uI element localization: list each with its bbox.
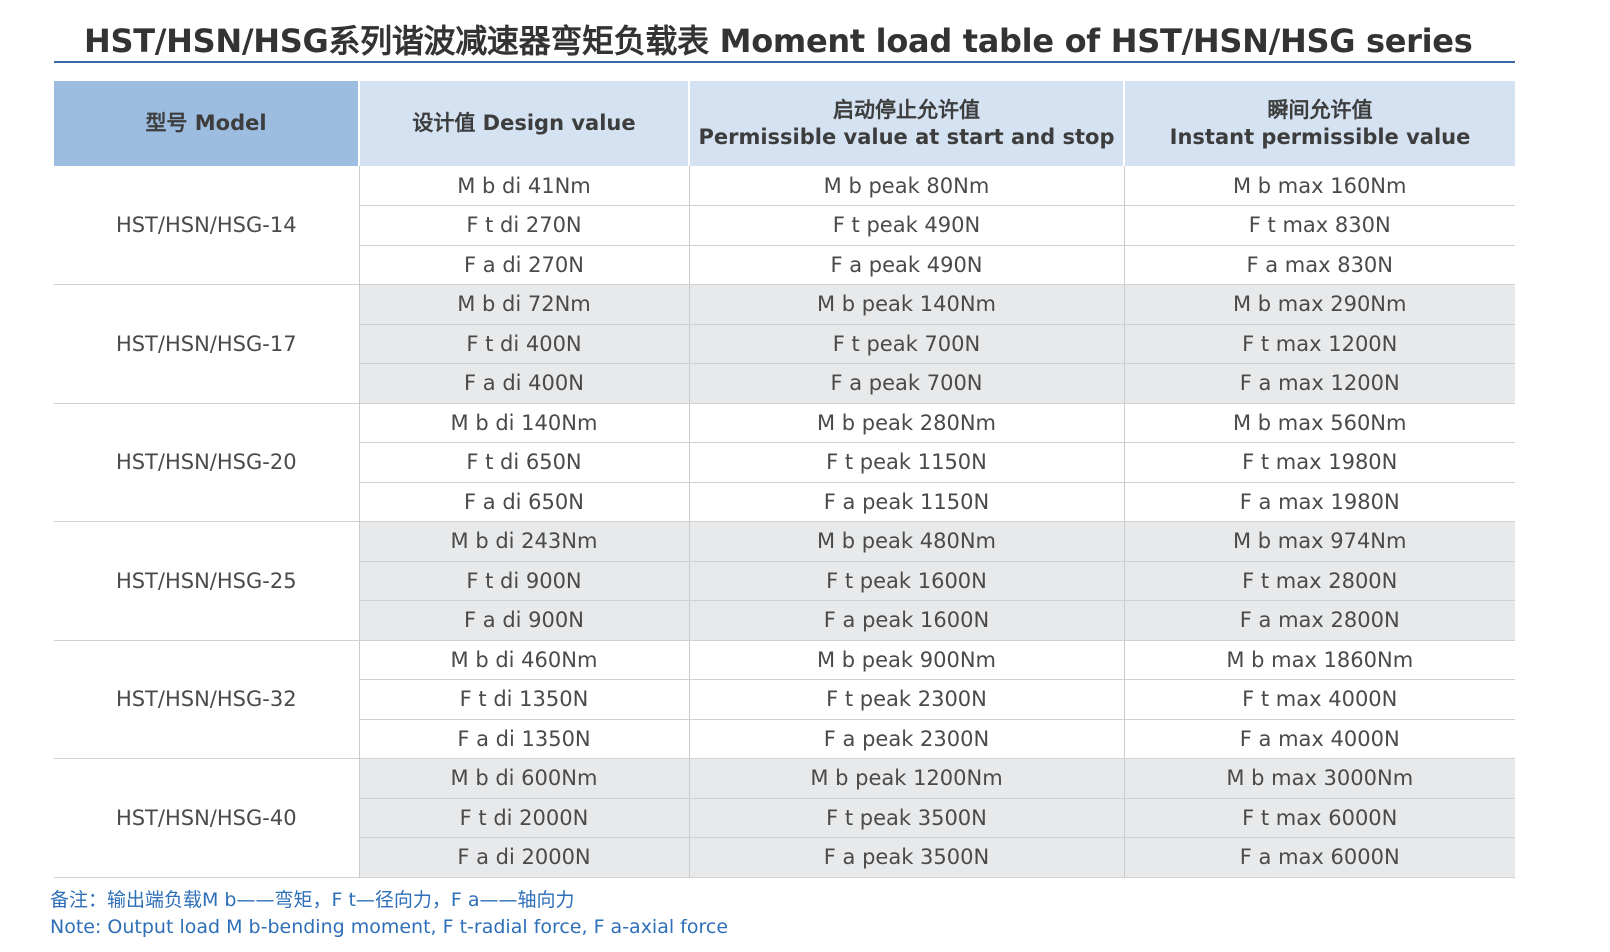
start-stop-value-cell: F a peak 700N	[689, 363, 1125, 404]
start-stop-value-cell: F t peak 700N	[689, 324, 1125, 364]
footnote-en: Note: Output load M b-bending moment, F …	[50, 916, 729, 938]
instant-value-cell: F t max 1200N	[1124, 324, 1515, 364]
header-start-stop-en: Permissible value at start and stop	[698, 124, 1115, 149]
start-stop-value-cell: F a peak 3500N	[689, 837, 1125, 878]
start-stop-value-cell: M b peak 1200Nm	[689, 758, 1125, 799]
instant-value-cell: F a max 1980N	[1124, 482, 1515, 522]
table-row: F t di 400N F t peak 700N F t max 1200N	[54, 324, 1515, 364]
start-stop-value-cell: F a peak 490N	[689, 245, 1125, 285]
design-value-cell: M b di 72Nm	[359, 284, 690, 325]
instant-value-cell: F a max 1200N	[1124, 363, 1515, 404]
design-value-cell: M b di 41Nm	[359, 166, 690, 206]
table-row: HST/HSN/HSG-40 M b di 600Nm M b peak 1200N…	[54, 758, 1515, 878]
header-start-stop-cn: 启动停止允许值	[833, 97, 980, 122]
design-value-cell: F a di 900N	[359, 600, 690, 641]
table-row: F t di 900N F t peak 1600N F t max 2800N	[54, 561, 1515, 601]
table-row: F t di 270N F t peak 490N F t max 830N	[54, 205, 1515, 246]
design-value-cell: F a di 2000N	[359, 837, 690, 878]
start-stop-value-cell: M b peak 280Nm	[689, 403, 1125, 443]
start-stop-value-cell: F a peak 2300N	[689, 719, 1125, 759]
start-stop-value-cell: F t peak 490N	[689, 205, 1125, 246]
design-value-cell: F a di 650N	[359, 482, 690, 522]
instant-value-cell: F a max 4000N	[1124, 719, 1515, 759]
moment-load-table: 型号 Model 设计值 Design value 启动停止允许值 Permiss…	[54, 81, 1515, 878]
design-value-cell: F a di 1350N	[359, 719, 690, 759]
instant-value-cell: M b max 3000Nm	[1124, 758, 1515, 799]
table-row: HST/HSN/HSG-20 M b di 140Nm M b peak 280Nm…	[54, 403, 1515, 522]
table-row: HST/HSN/HSG-14 M b di 41Nm M b peak 80Nm M …	[54, 166, 1515, 285]
instant-value-cell: F t max 4000N	[1124, 679, 1515, 720]
instant-value-cell: F a max 6000N	[1124, 837, 1515, 878]
start-stop-value-cell: F t peak 3500N	[689, 798, 1125, 838]
design-value-cell: M b di 243Nm	[359, 521, 690, 562]
instant-value-cell: M b max 160Nm	[1124, 166, 1515, 206]
start-stop-value-cell: F a peak 1600N	[689, 600, 1125, 641]
design-value-cell: M b di 140Nm	[359, 403, 690, 443]
table-row: F a di 1350N F a peak 2300N F a max 4000N	[54, 719, 1515, 759]
header-instant-en: Instant permissible value	[1169, 124, 1471, 149]
instant-value-cell: M b max 1860Nm	[1124, 640, 1515, 680]
instant-value-cell: M b max 290Nm	[1124, 284, 1515, 325]
table-row: F t di 1350N F t peak 2300N F t max 4000N	[54, 679, 1515, 720]
design-value-cell: F t di 1350N	[359, 679, 690, 720]
start-stop-value-cell: M b peak 900Nm	[689, 640, 1125, 680]
instant-value-cell: F t max 1980N	[1124, 442, 1515, 483]
footnote-cn: 备注：输出端负载M b——弯矩，F t—径向力，F a——轴向力	[50, 889, 575, 911]
start-stop-value-cell: M b peak 140Nm	[689, 284, 1125, 325]
start-stop-value-cell: F t peak 1600N	[689, 561, 1125, 601]
header-model: 型号 Model	[54, 81, 360, 166]
header-instant: 瞬间允许值 Instant permissible value	[1124, 81, 1515, 166]
design-value-cell: F a di 270N	[359, 245, 690, 285]
model-cell: HST/HSN/HSG-32	[54, 640, 360, 759]
table-row: F a di 650N F a peak 1150N F a max 1980N	[54, 482, 1515, 522]
design-value-cell: F t di 270N	[359, 205, 690, 246]
design-value-cell: F t di 400N	[359, 324, 690, 364]
instant-value-cell: F t max 6000N	[1124, 798, 1515, 838]
model-cell: HST/HSN/HSG-40	[54, 758, 360, 878]
design-value-cell: F t di 2000N	[359, 798, 690, 838]
model-cell: HST/HSN/HSG-25	[54, 521, 360, 641]
table-row: HST/HSN/HSG-32 M b di 460Nm M b peak 900Nm…	[54, 640, 1515, 759]
header-start-stop: 启动停止允许值 Permissible value at start and st…	[689, 81, 1125, 166]
design-value-cell: M b di 460Nm	[359, 640, 690, 680]
model-cell: HST/HSN/HSG-14	[54, 166, 360, 285]
start-stop-value-cell: M b peak 80Nm	[689, 166, 1125, 206]
table-row: F a di 400N F a peak 700N F a max 1200N	[54, 363, 1515, 404]
start-stop-value-cell: F a peak 1150N	[689, 482, 1125, 522]
instant-value-cell: F a max 830N	[1124, 245, 1515, 285]
instant-value-cell: F t max 830N	[1124, 205, 1515, 246]
start-stop-value-cell: F t peak 2300N	[689, 679, 1125, 720]
footnote: 备注：输出端负载M b——弯矩，F t—径向力，F a——轴向力 Note: O…	[50, 887, 728, 941]
instant-value-cell: M b max 974Nm	[1124, 521, 1515, 562]
table-row: F a di 2000N F a peak 3500N F a max 6000N	[54, 837, 1515, 878]
title-divider	[54, 61, 1515, 63]
start-stop-value-cell: M b peak 480Nm	[689, 521, 1125, 562]
table-row: F a di 270N F a peak 490N F a max 830N	[54, 245, 1515, 285]
start-stop-value-cell: F t peak 1150N	[689, 442, 1125, 483]
table-header-row: 型号 Model 设计值 Design value 启动停止允许值 Permiss…	[54, 81, 1515, 166]
model-cell: HST/HSN/HSG-17	[54, 284, 360, 404]
design-value-cell: F t di 650N	[359, 442, 690, 483]
table-row: HST/HSN/HSG-25 M b di 243Nm M b peak 480Nm…	[54, 521, 1515, 641]
instant-value-cell: F t max 2800N	[1124, 561, 1515, 601]
header-instant-cn: 瞬间允许值	[1267, 97, 1373, 122]
table-row: F t di 650N F t peak 1150N F t max 1980N	[54, 442, 1515, 483]
table-row: F a di 900N F a peak 1600N F a max 2800N	[54, 600, 1515, 641]
page-title: HST/HSN/HSG系列谐波减速器弯矩负载表 Moment load tabl…	[84, 22, 1473, 60]
table-row: HST/HSN/HSG-17 M b di 72Nm M b peak 140Nm M…	[54, 284, 1515, 404]
instant-value-cell: M b max 560Nm	[1124, 403, 1515, 443]
header-design-value: 设计值 Design value	[359, 81, 690, 166]
instant-value-cell: F a max 2800N	[1124, 600, 1515, 641]
design-value-cell: F t di 900N	[359, 561, 690, 601]
design-value-cell: F a di 400N	[359, 363, 690, 404]
table-row: F t di 2000N F t peak 3500N F t max 6000N	[54, 798, 1515, 838]
model-cell: HST/HSN/HSG-20	[54, 403, 360, 522]
design-value-cell: M b di 600Nm	[359, 758, 690, 799]
